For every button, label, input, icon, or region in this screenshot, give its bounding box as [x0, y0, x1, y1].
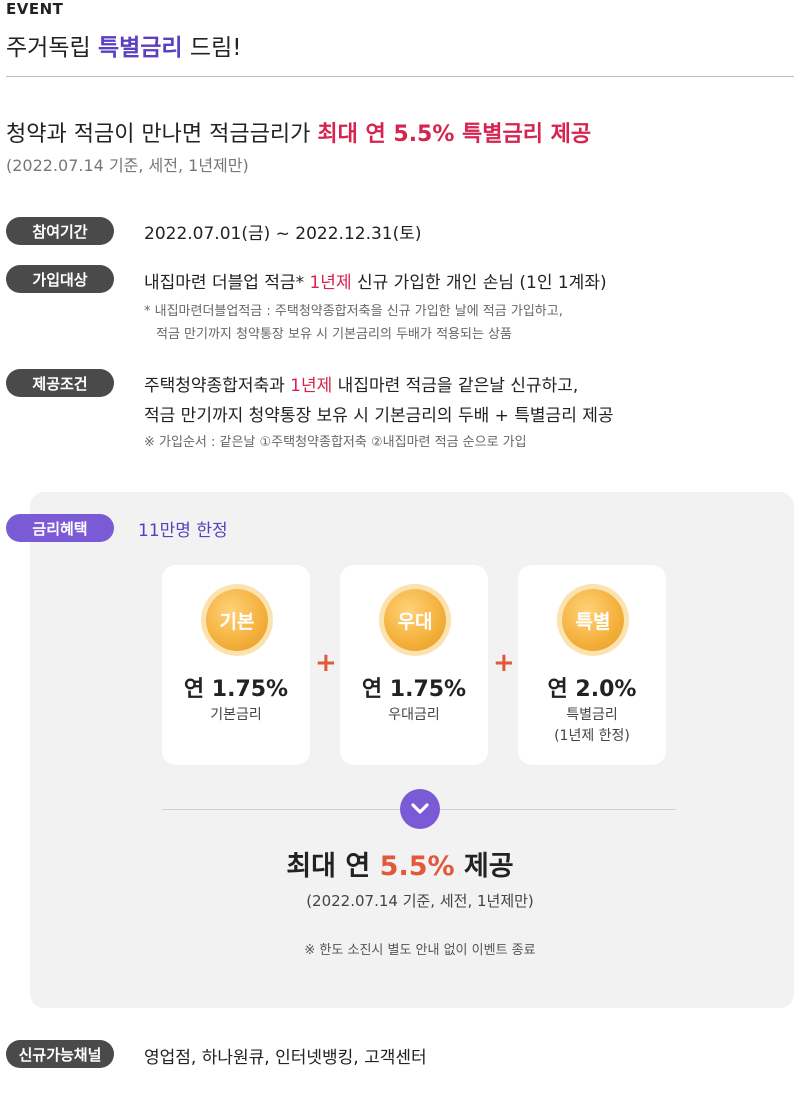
target-note-line1: * 내집마련더블업적금 : 주택청약종합저축을 신규 가입한 날에 적금 가입하… [144, 304, 563, 319]
rate-value-basic: 연 1.75% [183, 677, 289, 702]
target-text-red: 1년제 [309, 273, 352, 293]
coin-badge-basic: 기본 [206, 589, 268, 651]
max-post: 제공 [454, 851, 514, 882]
condition-line1-pre: 주택청약종합저축과 [144, 376, 291, 396]
chevron-down-glyph [411, 803, 429, 814]
condition-note: ※ 가입순서 : 같은날 ①주택청약종합저축 ②내집마련 적금 순으로 가입 [144, 435, 527, 450]
benefit-label: 금리혜택 [6, 514, 114, 542]
limit-notice: ※ 한도 소진시 별도 안내 없이 이벤트 종료 [304, 943, 536, 958]
rate-name-special-note: (1년제 한정) [554, 728, 630, 744]
rate-card-special: 특별 연 2.0% 특별금리 (1년제 한정) [518, 565, 666, 765]
rate-card-preferential: 우대 연 1.75% 우대금리 [340, 565, 488, 765]
target-note-line2: 적금 만기까지 청약통장 보유 시 기본금리의 두배가 적용되는 상품 [156, 327, 512, 342]
max-rate-sub: (2022.07.14 기준, 세전, 1년제만) [306, 892, 534, 910]
rate-value-preferential: 연 1.75% [361, 677, 467, 702]
rate-name-preferential: 우대금리 [388, 707, 440, 723]
header-divider [6, 76, 794, 77]
coin-badge-preferential: 우대 [384, 589, 446, 651]
plus-sign-2: + [493, 648, 515, 678]
rate-name-special: 특별금리 (1년제 한정) [518, 705, 666, 747]
headline-sub: (2022.07.14 기준, 세전, 1년제만) [6, 156, 249, 175]
headline-accent: 최대 연 5.5% 특별금리 제공 [317, 122, 592, 147]
condition-line1-post: 내집마련 적금을 같은날 신규하고, [332, 376, 579, 396]
max-rate-headline: 최대 연 5.5% 제공 [0, 844, 800, 883]
title-highlight: 특별금리 [97, 35, 183, 61]
event-tag: EVENT [6, 0, 64, 18]
condition-line1: 주택청약종합저축과 1년제 내집마련 적금을 같은날 신규하고, [144, 371, 578, 396]
target-label: 가입대상 [6, 265, 114, 293]
channel-value: 영업점, 하나원큐, 인터넷뱅킹, 고객센터 [144, 1048, 427, 1068]
rate-name-special-label: 특별금리 [566, 707, 618, 723]
condition-line1-red: 1년제 [290, 376, 333, 396]
benefit-limit: 11만명 한정 [138, 521, 228, 541]
rate-value-special: 연 2.0% [547, 677, 637, 702]
title-post: 드림! [182, 35, 242, 61]
chevron-down-icon [400, 789, 440, 829]
target-value: 내집마련 더블업 적금* 1년제 신규 가입한 개인 손님 (1인 1계좌) [144, 268, 607, 293]
condition-line2: 적금 만기까지 청약통장 보유 시 기본금리의 두배 + 특별금리 제공 [144, 406, 614, 426]
target-text-pre: 내집마련 더블업 적금* [144, 273, 310, 293]
target-text-post: 신규 가입한 개인 손님 (1인 1계좌) [351, 273, 607, 293]
title-pre: 주거독립 [6, 35, 98, 61]
coin-badge-special: 특별 [562, 589, 624, 651]
condition-label: 제공조건 [6, 369, 114, 397]
headline-pre: 청약과 적금이 만나면 적금금리가 [6, 122, 318, 147]
max-pre: 최대 연 [286, 851, 380, 882]
rate-card-basic: 기본 연 1.75% 기본금리 [162, 565, 310, 765]
period-value: 2022.07.01(금) ~ 2022.12.31(토) [144, 224, 422, 244]
rate-name-basic: 기본금리 [210, 707, 262, 723]
headline: 청약과 적금이 만나면 적금금리가 최대 연 5.5% 특별금리 제공 [6, 116, 591, 148]
max-value: 5.5% [379, 851, 455, 882]
plus-sign-1: + [315, 648, 337, 678]
period-label: 참여기간 [6, 217, 114, 245]
page-title: 주거독립 특별금리 드림! [6, 28, 241, 62]
channel-label: 신규가능채널 [6, 1040, 114, 1068]
